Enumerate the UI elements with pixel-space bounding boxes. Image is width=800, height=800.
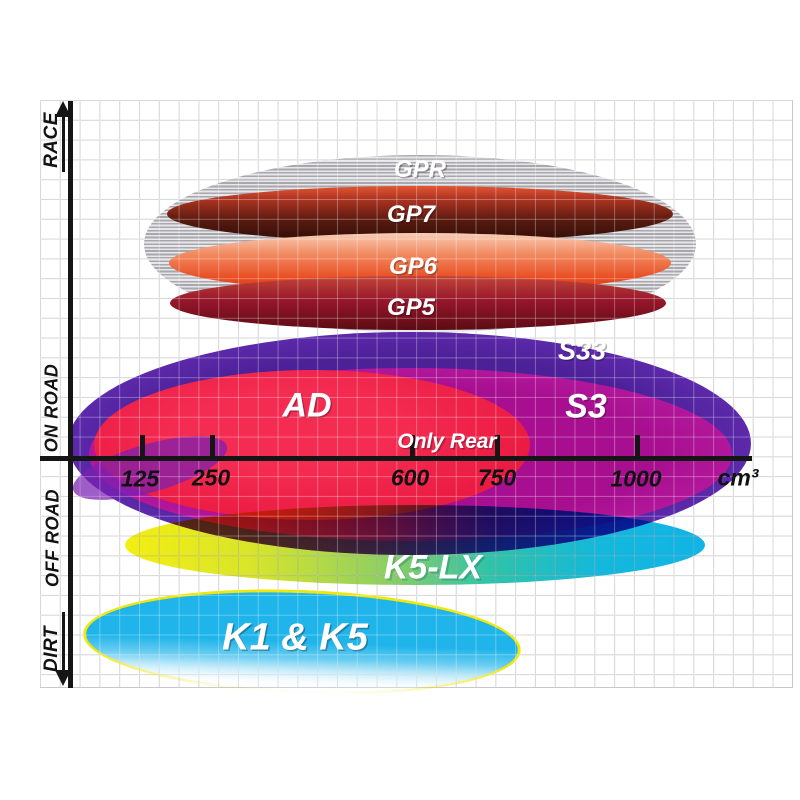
label-s33: S33 [557, 335, 607, 366]
label-gpr: GPR [393, 156, 447, 183]
tick-label-1000: 1000 [610, 465, 662, 492]
tick-125 [140, 435, 145, 459]
tick-label-125: 125 [120, 465, 160, 492]
tick-1000 [635, 435, 640, 459]
label-only-rear: Only Rear [397, 430, 497, 453]
label-gp6: GP6 [388, 253, 438, 280]
tick-label-250: 250 [191, 464, 231, 491]
tick-label-600: 600 [390, 464, 430, 491]
y-axis-line [68, 101, 73, 688]
x-axis-unit-label: cm³ [717, 464, 759, 491]
tick-250 [210, 435, 215, 459]
zone-label-on-road: ON ROAD [41, 363, 62, 453]
zone-label-off-road: OFF ROAD [42, 489, 63, 587]
label-gp5: GP5 [386, 294, 436, 321]
label-k5lx: K5-LX [383, 548, 483, 587]
x-axis-line [40, 456, 752, 461]
zone-label-dirt: DIRT [41, 626, 62, 672]
zone-label-race: RACE [41, 112, 62, 168]
label-ad: AD [282, 386, 332, 425]
label-k1k5: K1 & K5 [222, 616, 368, 659]
label-s3: S3 [565, 387, 607, 426]
tick-label-750: 750 [477, 464, 517, 491]
label-gp7: GP7 [386, 201, 436, 228]
dirt-down-arrowhead-icon [55, 670, 71, 686]
